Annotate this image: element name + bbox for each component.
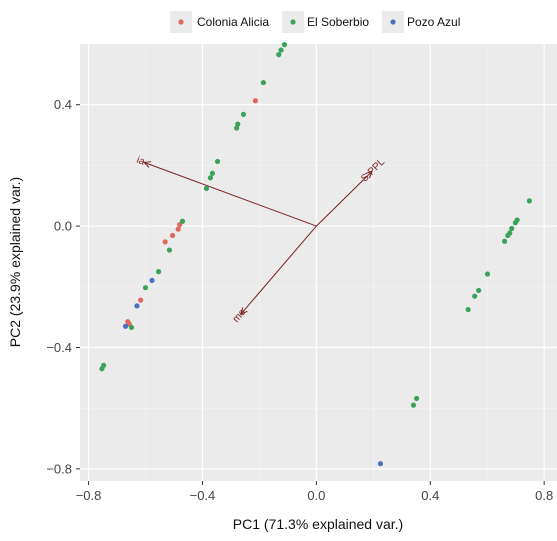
minor-gridlines: [80, 44, 557, 481]
point-colonia-alicia: [169, 232, 176, 239]
vector-arrow-ia: [143, 161, 317, 227]
point-el-soberbio: [128, 324, 135, 331]
y-tick-label: 0.0: [54, 219, 72, 234]
point-el-soberbio: [209, 170, 216, 176]
x-axis-title: PC1 (71.3% explained var.): [233, 516, 403, 532]
point-colonia-alicia: [175, 226, 181, 232]
point-el-soberbio: [203, 185, 210, 192]
legend-label-el-soberbio: El Soberbio: [307, 15, 369, 29]
x-tick-label: 0.0: [307, 488, 325, 503]
point-el-soberbio: [502, 238, 508, 244]
y-tick-label: −0.4: [46, 340, 72, 355]
legend-key-pozo-azul: [390, 19, 396, 25]
point-colonia-alicia: [138, 297, 144, 303]
point-el-soberbio: [234, 125, 240, 131]
point-el-soberbio: [142, 285, 149, 291]
vector-arrowhead-s-ppl: [365, 170, 373, 179]
x-tick-label: 0.8: [535, 488, 553, 503]
vector-arrowhead-mo: [240, 307, 248, 315]
data-points: [99, 42, 532, 467]
y-tick-label: 0.4: [54, 97, 72, 112]
legend: Colonia Alicia El Soberbio Pozo Azul: [170, 11, 460, 33]
x-tick-label: −0.8: [76, 488, 102, 503]
vector-arrow-s-ppl: [316, 171, 373, 227]
legend-label-pozo-azul: Pozo Azul: [407, 15, 460, 29]
point-el-soberbio: [281, 42, 288, 48]
point-el-soberbio: [507, 230, 513, 236]
point-el-soberbio: [179, 218, 186, 224]
y-tick-label: −0.8: [46, 461, 72, 476]
point-el-soberbio: [260, 79, 266, 86]
major-gridlines: [80, 44, 557, 481]
point-el-soberbio: [410, 402, 417, 408]
vector-label-ia: ia: [135, 155, 147, 168]
legend-label-colonia-alicia: Colonia Alicia: [197, 15, 269, 29]
point-el-soberbio: [509, 225, 515, 232]
point-el-soberbio: [101, 362, 107, 368]
legend-key-el-soberbio: [290, 19, 296, 25]
point-el-soberbio: [414, 395, 420, 402]
x-tick-label: −0.4: [190, 488, 216, 503]
vector-arrow-mo: [240, 225, 317, 315]
point-el-soberbio: [514, 217, 520, 223]
point-pozo-azul: [122, 323, 129, 329]
point-el-soberbio: [166, 247, 173, 253]
plot-panel: [80, 44, 557, 481]
axis-ticks: −0.8 −0.4 0.0 0.4 0.8 −0.8 −0.4 0.0 0.4: [46, 97, 553, 503]
point-el-soberbio: [476, 287, 482, 294]
point-el-soberbio: [465, 306, 471, 313]
point-pozo-azul: [149, 277, 155, 284]
point-el-soberbio: [240, 111, 247, 118]
point-el-soberbio: [155, 269, 162, 275]
point-el-soberbio: [526, 198, 532, 204]
legend-key-colonia-alicia: [178, 19, 184, 25]
point-el-soberbio: [484, 271, 491, 277]
y-axis-title: PC2 (23.9% explained var.): [7, 177, 23, 347]
x-tick-label: 0.4: [421, 488, 439, 503]
point-colonia-alicia: [162, 239, 168, 245]
point-el-soberbio: [207, 175, 214, 181]
point-el-soberbio: [235, 121, 241, 127]
point-pozo-azul: [377, 461, 384, 467]
point-el-soberbio: [278, 47, 284, 53]
point-pozo-azul: [134, 303, 140, 309]
vector-arrowhead-ia: [142, 161, 152, 168]
point-el-soberbio: [214, 158, 221, 165]
point-el-soberbio: [472, 293, 478, 299]
point-colonia-alicia: [252, 98, 259, 104]
point-el-soberbio: [276, 52, 282, 58]
